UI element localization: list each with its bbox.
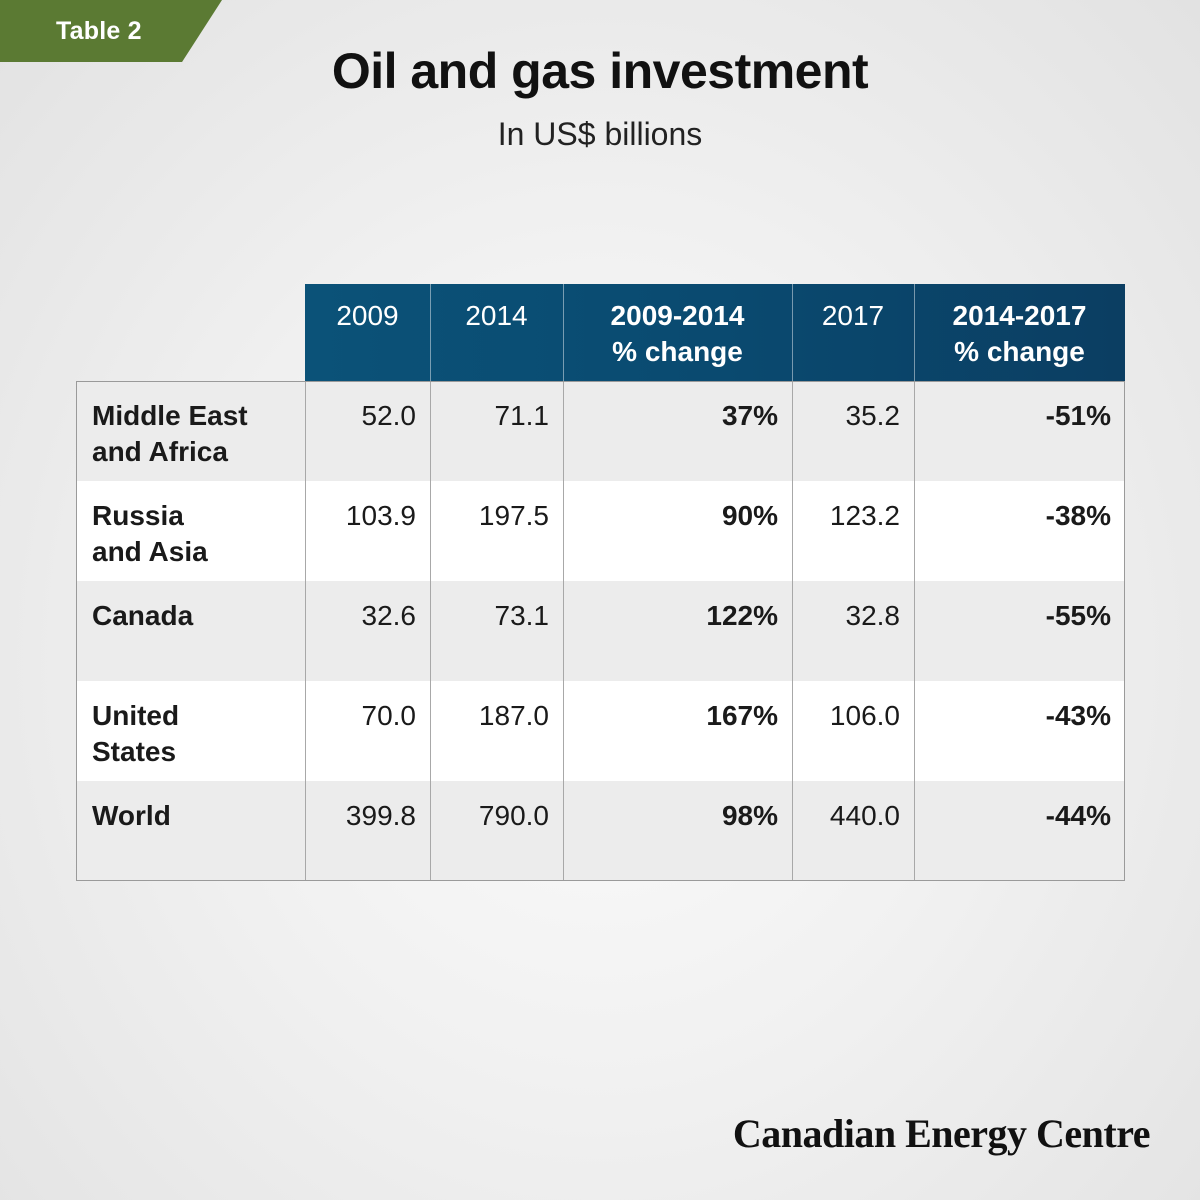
table-border	[76, 381, 1125, 881]
column-header: 2017	[792, 284, 914, 382]
percent-change-cell: -44%	[1045, 800, 1111, 831]
row-label-line: States	[92, 736, 177, 767]
row-label: United States	[92, 698, 297, 770]
column-header: 2014	[430, 284, 563, 382]
value-cell: 70.0	[361, 700, 417, 731]
chart-subtitle: In US$ billions	[497, 116, 703, 152]
column-divider	[792, 381, 793, 881]
percent-change-cell: 122%	[706, 600, 778, 631]
column-header-line: 2017	[821, 300, 885, 331]
percent-change-cell: -51%	[1045, 400, 1111, 431]
table-row	[77, 781, 1124, 881]
table-row	[77, 681, 1124, 781]
value-cell: 197.5	[478, 500, 549, 531]
value-cell: 71.1	[494, 400, 550, 431]
row-label-line: and Africa	[92, 436, 228, 467]
column-header-line: 2009	[336, 300, 399, 331]
value-cell: 440.0	[829, 800, 900, 831]
column-header: 2014-2017 % change	[914, 284, 1125, 382]
column-header-line: 2014-2017	[952, 300, 1087, 331]
column-header-line: % change	[612, 336, 743, 367]
row-label-line: Russia	[92, 500, 184, 531]
percent-change-cell: -38%	[1045, 500, 1111, 531]
row-label-line: United	[92, 700, 180, 731]
row-label-line: Canada	[92, 600, 194, 631]
table-row	[77, 381, 1124, 481]
percent-change-cell: 167%	[706, 700, 778, 731]
row-label: Russia and Asia	[92, 498, 297, 570]
column-divider	[430, 381, 431, 881]
value-cell: 103.9	[345, 500, 416, 531]
row-label: World	[92, 798, 297, 834]
value-cell: 32.8	[845, 600, 901, 631]
header-divider	[563, 284, 564, 382]
percent-change-cell: -43%	[1045, 700, 1111, 731]
value-cell: 187.0	[478, 700, 549, 731]
row-label-line: Middle East	[92, 400, 248, 431]
column-header-line: 2014	[465, 300, 528, 331]
value-cell: 32.6	[361, 600, 417, 631]
row-label: Canada	[92, 598, 297, 634]
column-header-line: % change	[954, 336, 1085, 367]
column-header: 2009	[305, 284, 430, 382]
value-cell: 790.0	[478, 800, 549, 831]
percent-change-cell: 37%	[721, 400, 778, 431]
table-tag-label: Table 2	[56, 17, 142, 45]
chart-title: Oil and gas investment	[331, 43, 869, 99]
brand-logo: Canadian Energy Centre	[732, 1111, 1151, 1156]
value-cell: 52.0	[361, 400, 417, 431]
column-header: 2009-2014 % change	[563, 284, 792, 382]
value-cell: 73.1	[494, 600, 550, 631]
column-divider	[563, 381, 564, 881]
percent-change-cell: 98%	[721, 800, 778, 831]
row-label-line: World	[92, 800, 171, 831]
value-cell: 123.2	[829, 500, 900, 531]
percent-change-cell: 90%	[721, 500, 778, 531]
table-header	[305, 284, 1125, 382]
row-label-line: and Asia	[92, 536, 208, 567]
value-cell: 399.8	[345, 800, 416, 831]
column-header-line: 2009-2014	[610, 300, 745, 331]
row-label: Middle East and Africa	[92, 398, 297, 470]
table-row	[77, 581, 1124, 681]
value-cell: 106.0	[829, 700, 900, 731]
header-divider	[430, 284, 431, 382]
column-divider	[305, 381, 306, 881]
header-divider	[914, 284, 915, 382]
header-divider	[792, 284, 793, 382]
percent-change-cell: -55%	[1045, 600, 1111, 631]
value-cell: 35.2	[845, 400, 901, 431]
table-row	[77, 481, 1124, 581]
column-divider	[914, 381, 915, 881]
table-tag: Table 2	[0, 0, 222, 62]
